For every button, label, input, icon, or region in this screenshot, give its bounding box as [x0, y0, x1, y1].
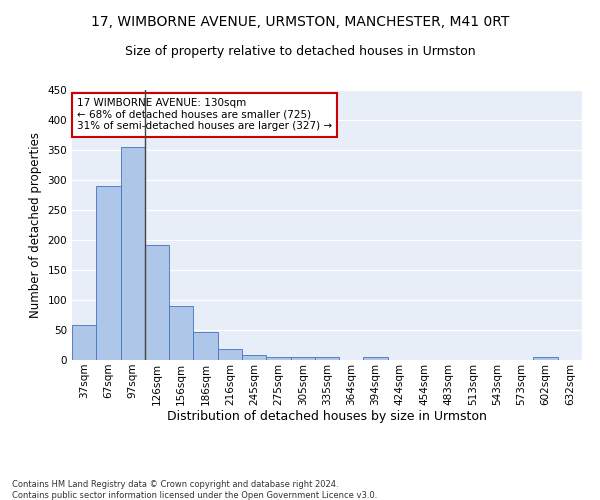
Bar: [364, 357, 388, 360]
Bar: [193, 332, 218, 360]
Bar: [96, 186, 121, 360]
Bar: [242, 354, 266, 360]
Bar: [72, 324, 96, 360]
Bar: [533, 357, 558, 360]
Y-axis label: Number of detached properties: Number of detached properties: [29, 132, 42, 318]
Bar: [145, 245, 169, 360]
Bar: [290, 357, 315, 360]
Bar: [121, 147, 145, 360]
Bar: [169, 306, 193, 360]
Text: Contains HM Land Registry data © Crown copyright and database right 2024.
Contai: Contains HM Land Registry data © Crown c…: [12, 480, 377, 500]
Bar: [218, 348, 242, 360]
X-axis label: Distribution of detached houses by size in Urmston: Distribution of detached houses by size …: [167, 410, 487, 424]
Bar: [266, 357, 290, 360]
Text: Size of property relative to detached houses in Urmston: Size of property relative to detached ho…: [125, 45, 475, 58]
Bar: [315, 357, 339, 360]
Text: 17 WIMBORNE AVENUE: 130sqm
← 68% of detached houses are smaller (725)
31% of sem: 17 WIMBORNE AVENUE: 130sqm ← 68% of deta…: [77, 98, 332, 132]
Text: 17, WIMBORNE AVENUE, URMSTON, MANCHESTER, M41 0RT: 17, WIMBORNE AVENUE, URMSTON, MANCHESTER…: [91, 15, 509, 29]
